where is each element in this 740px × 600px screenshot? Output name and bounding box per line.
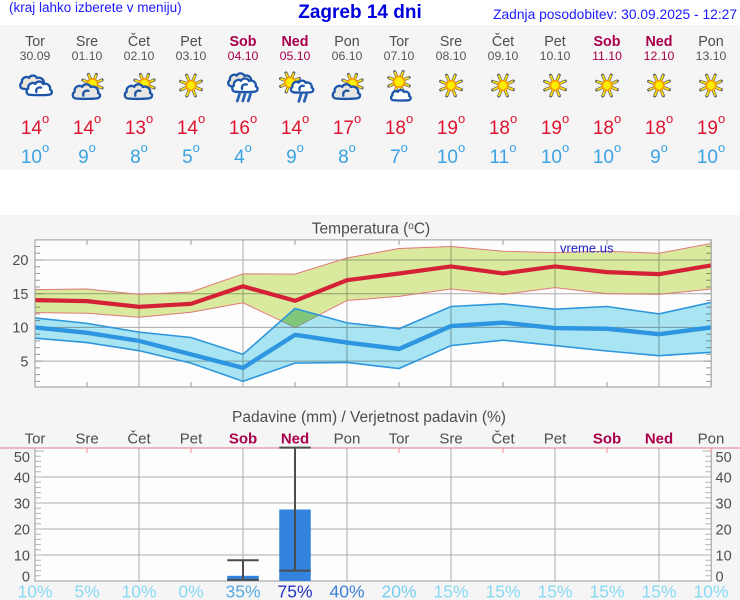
svg-text:15%: 15% <box>485 582 520 600</box>
svg-text:Ned: Ned <box>281 431 309 448</box>
svg-text:50: 50 <box>14 450 30 466</box>
svg-text:10: 10 <box>12 321 28 337</box>
svg-text:Pet: Pet <box>180 431 203 448</box>
svg-text:Sob: Sob <box>229 431 257 448</box>
svg-text:Sre: Sre <box>439 431 462 448</box>
svg-text:20%: 20% <box>381 582 416 600</box>
svg-text:15%: 15% <box>589 582 624 600</box>
svg-text:Pon: Pon <box>334 431 361 448</box>
svg-text:50: 50 <box>716 450 732 466</box>
svg-text:10%: 10% <box>17 582 52 600</box>
svg-text:10%: 10% <box>121 582 156 600</box>
svg-text:35%: 35% <box>225 582 260 600</box>
svg-text:15%: 15% <box>433 582 468 600</box>
svg-text:Čet: Čet <box>491 431 515 448</box>
svg-text:20: 20 <box>14 523 30 539</box>
svg-text:0: 0 <box>22 569 30 585</box>
svg-text:Tor: Tor <box>25 431 46 448</box>
svg-text:15%: 15% <box>537 582 572 600</box>
svg-text:40: 40 <box>14 471 30 487</box>
svg-text:30: 30 <box>14 497 30 513</box>
svg-text:vreme.us: vreme.us <box>560 240 614 255</box>
svg-text:Padavine (mm) / Verjetnost pad: Padavine (mm) / Verjetnost padavin (%) <box>232 409 506 426</box>
svg-text:15%: 15% <box>641 582 676 600</box>
svg-text:5: 5 <box>20 354 28 370</box>
svg-text:0%: 0% <box>178 582 203 600</box>
svg-text:5%: 5% <box>74 582 99 600</box>
svg-text:40: 40 <box>716 471 732 487</box>
svg-text:0: 0 <box>716 569 724 585</box>
svg-text:Sob: Sob <box>593 431 621 448</box>
svg-text:Ned: Ned <box>645 431 673 448</box>
svg-text:10%: 10% <box>693 582 728 600</box>
svg-text:15: 15 <box>12 287 28 303</box>
svg-text:Temperatura (oC): Temperatura (oC) <box>312 220 430 237</box>
svg-text:20: 20 <box>716 523 732 539</box>
svg-text:10: 10 <box>14 549 30 565</box>
svg-text:75%: 75% <box>277 582 312 600</box>
svg-text:Pon: Pon <box>698 431 725 448</box>
svg-text:Sre: Sre <box>75 431 98 448</box>
svg-text:Pet: Pet <box>544 431 567 448</box>
svg-text:Tor: Tor <box>389 431 410 448</box>
svg-text:20: 20 <box>12 253 28 269</box>
svg-text:40%: 40% <box>329 582 364 600</box>
svg-text:10: 10 <box>716 549 732 565</box>
svg-text:30: 30 <box>716 497 732 513</box>
svg-text:Čet: Čet <box>127 431 151 448</box>
